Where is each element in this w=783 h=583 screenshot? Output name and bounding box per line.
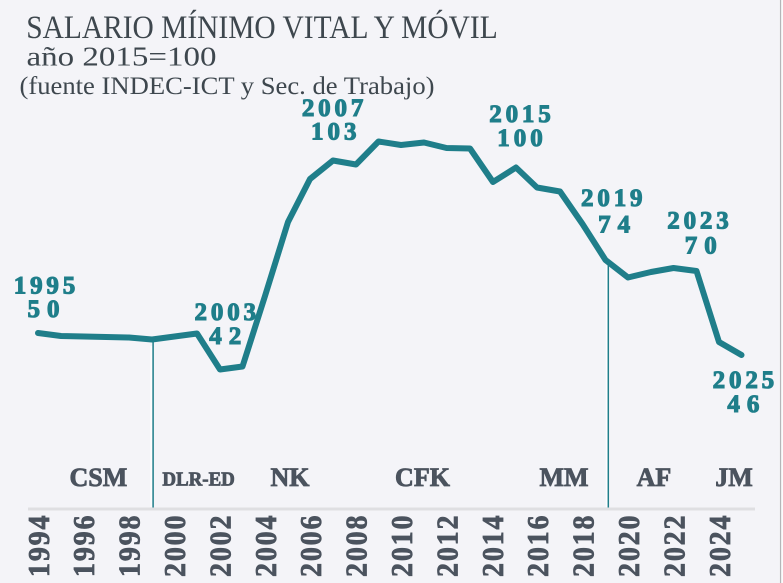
svg-text:2010: 2010 [386,516,419,578]
svg-text:JM: JM [715,463,753,492]
svg-text:2008: 2008 [340,516,373,578]
svg-text:CFK: CFK [395,463,451,492]
svg-text:2018: 2018 [567,516,600,578]
svg-text:100: 100 [497,125,543,152]
svg-text:2022: 2022 [658,516,691,578]
svg-text:CSM: CSM [70,463,128,492]
svg-text:103: 103 [311,119,357,146]
svg-text:DLR-ED: DLR-ED [162,468,235,490]
svg-text:2012: 2012 [431,516,464,578]
svg-text:2020: 2020 [613,516,646,578]
svg-text:2002: 2002 [204,516,237,578]
svg-text:NK: NK [271,463,311,492]
svg-text:SALARIO MÍNIMO VITAL Y MÓVIL: SALARIO MÍNIMO VITAL Y MÓVIL [26,9,498,45]
svg-text:(fuente INDEC-ICT y Sec. de Tr: (fuente INDEC-ICT y Sec. de Trabajo) [20,73,435,100]
svg-text:1996: 1996 [68,516,101,578]
svg-text:1998: 1998 [113,516,146,578]
svg-text:2016: 2016 [522,516,555,578]
svg-text:MM: MM [539,463,588,492]
svg-text:año 2015=100: año 2015=100 [27,41,217,72]
svg-text:2000: 2000 [159,516,192,578]
svg-text:2006: 2006 [295,516,328,578]
svg-text:AF: AF [637,463,672,492]
